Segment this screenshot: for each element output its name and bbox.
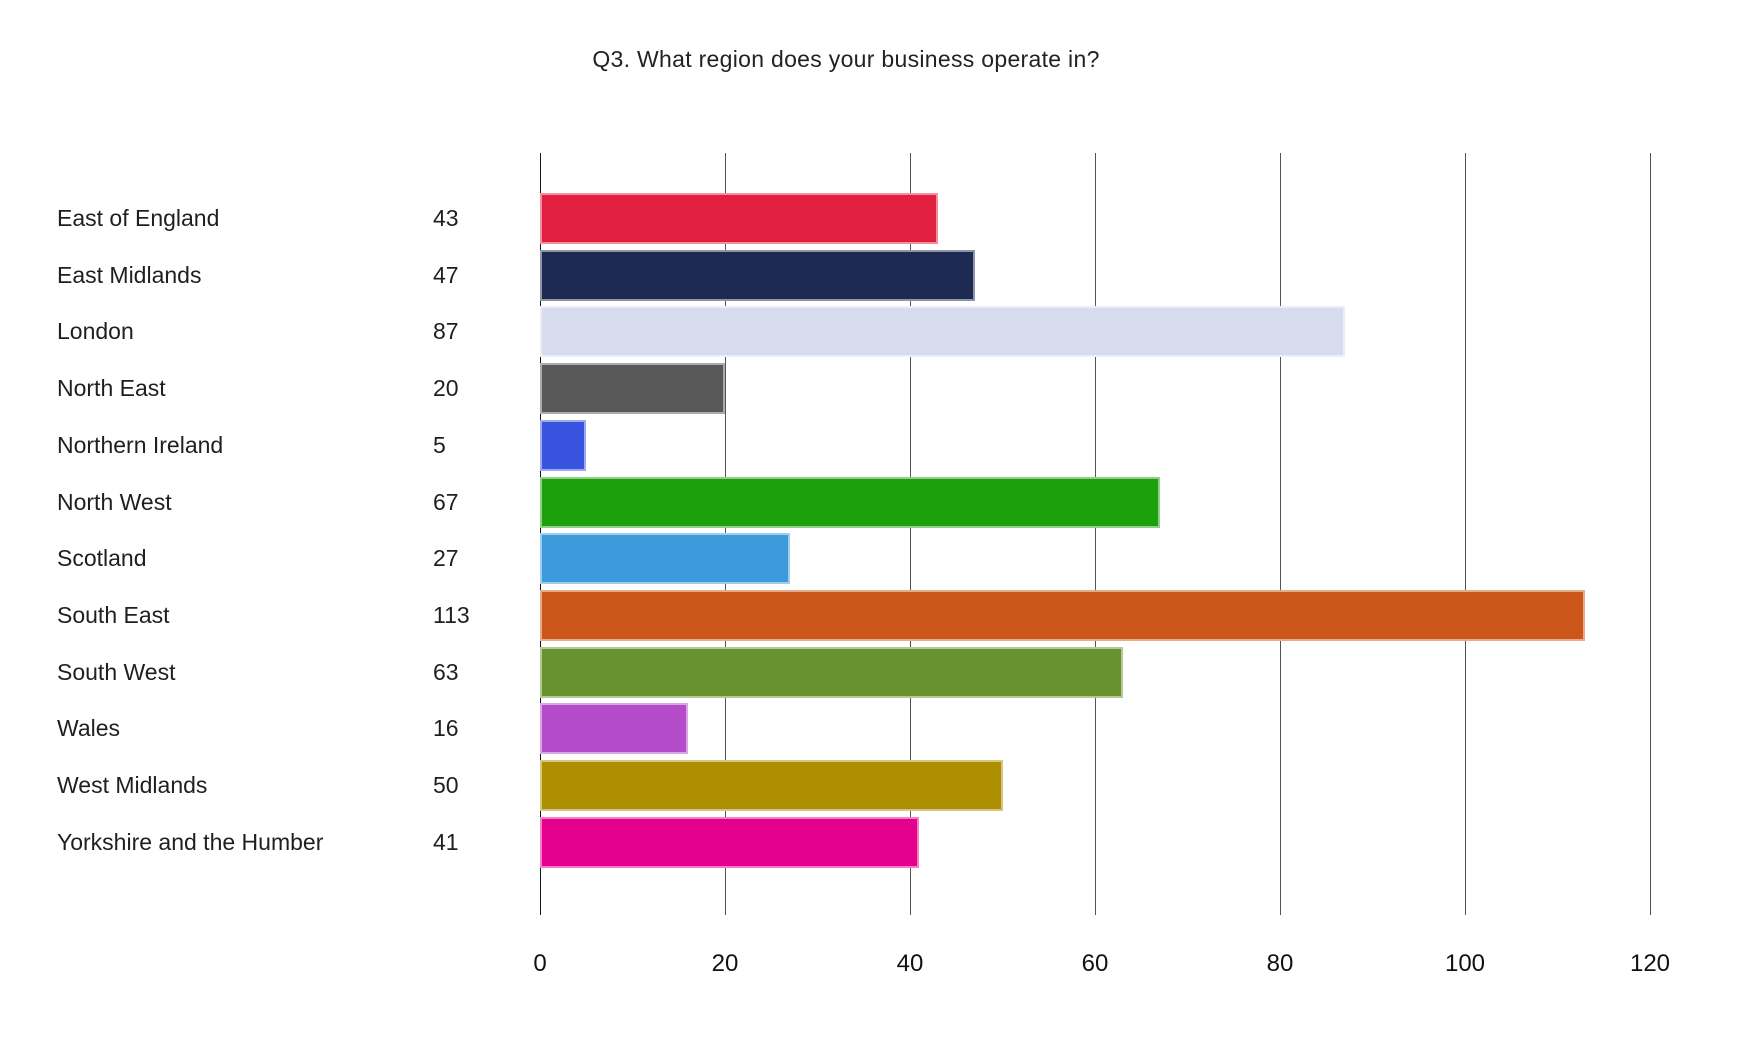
value-label: 43 [433, 205, 459, 231]
value-label: 113 [433, 602, 470, 628]
bar-east-of-england[interactable] [540, 193, 938, 244]
value-label: 16 [433, 715, 459, 741]
x-tick-label-40: 40 [896, 950, 924, 977]
label-row-yorkshire-and-the-humber: Yorkshire and the Humber 41 [0, 817, 540, 868]
gridline-80 [1280, 153, 1281, 915]
gridline-100 [1465, 153, 1466, 915]
x-tick-label-60: 60 [1081, 950, 1109, 977]
category-label: North East [57, 375, 166, 401]
category-label: South West [57, 659, 176, 685]
bar-north-west[interactable] [540, 477, 1160, 528]
category-label: West Midlands [57, 772, 208, 798]
bar-northern-ireland[interactable] [540, 420, 586, 471]
category-label: Northern Ireland [57, 432, 224, 458]
gridline-40 [910, 153, 911, 915]
bar-scotland[interactable] [540, 533, 790, 584]
value-label: 87 [433, 318, 459, 344]
x-tick-label-20: 20 [711, 950, 739, 977]
value-label: 50 [433, 772, 459, 798]
bar-west-midlands[interactable] [540, 760, 1003, 811]
plot-area [540, 153, 1652, 915]
gridline-120 [1650, 153, 1651, 915]
category-label: East Midlands [57, 262, 202, 288]
bar-wales[interactable] [540, 703, 688, 754]
label-row-east-midlands: East Midlands 47 [0, 250, 540, 301]
label-row-scotland: Scotland 27 [0, 533, 540, 584]
bar-north-east[interactable] [540, 363, 725, 414]
label-row-east-of-england: East of England 43 [0, 193, 540, 244]
value-label: 20 [433, 375, 459, 401]
label-row-northern-ireland: Northern Ireland 5 [0, 420, 540, 471]
value-label: 5 [433, 432, 446, 458]
bar-london[interactable] [540, 306, 1345, 357]
label-row-south-west: South West 63 [0, 647, 540, 698]
x-tick-label-100: 100 [1444, 950, 1486, 977]
value-label: 67 [433, 489, 459, 515]
category-label: South East [57, 602, 170, 628]
label-row-south-east: South East 113 [0, 590, 540, 641]
x-tick-label-120: 120 [1629, 950, 1671, 977]
bar-south-east[interactable] [540, 590, 1585, 641]
label-row-west-midlands: West Midlands 50 [0, 760, 540, 811]
category-label: Yorkshire and the Humber [57, 829, 324, 855]
label-row-north-west: North West 67 [0, 477, 540, 528]
x-axis: 0 20 40 60 80 100 120 [533, 950, 1670, 990]
category-label: East of England [57, 205, 220, 231]
value-label: 47 [433, 262, 459, 288]
gridline-60 [1095, 153, 1096, 915]
bar-south-west[interactable] [540, 647, 1123, 698]
category-label: Scotland [57, 545, 147, 571]
label-row-london: London 87 [0, 306, 540, 357]
value-label: 63 [433, 659, 459, 685]
category-label: London [57, 318, 134, 344]
category-label: North West [57, 489, 172, 515]
chart-title: Q3. What region does your business opera… [592, 46, 1100, 72]
category-label: Wales [57, 715, 121, 741]
value-label: 27 [433, 545, 459, 571]
bar-east-midlands[interactable] [540, 250, 975, 301]
x-tick-label-0: 0 [533, 950, 547, 977]
label-row-north-east: North East 20 [0, 363, 540, 414]
x-tick-label-80: 80 [1266, 950, 1294, 977]
bar-yorkshire-and-the-humber[interactable] [540, 817, 919, 868]
value-label: 41 [433, 829, 459, 855]
label-row-wales: Wales 16 [0, 703, 540, 754]
